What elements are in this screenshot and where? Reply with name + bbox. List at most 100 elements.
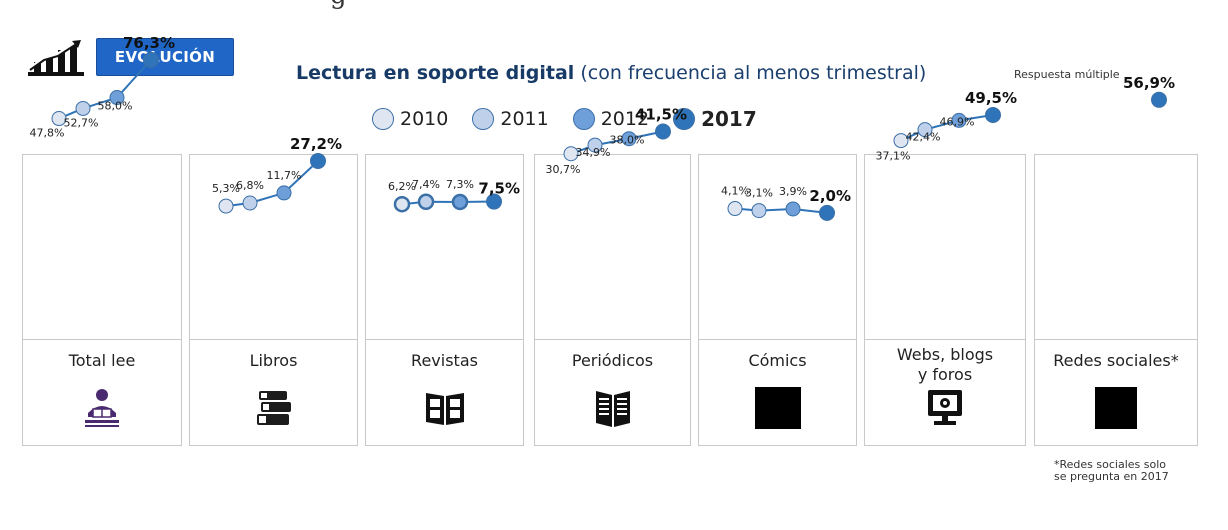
plot-2: 5,3%6,8%11,7% 27,2% <box>212 135 342 214</box>
legend-item-2017: 2017 <box>673 107 757 131</box>
panel-6: 37,1% 42,4% 46,9% 49,5% Webs, blogs y foros <box>864 89 1026 446</box>
series-line <box>401 200 495 206</box>
panel-7: 56,9% Redes sociales* <box>1034 74 1198 446</box>
point-2011 <box>917 122 933 138</box>
multiple-response-note: Respuesta múltiple <box>1014 68 1120 81</box>
comic-icon <box>754 387 801 429</box>
data-label-2010: 5,3% <box>212 182 240 195</box>
category-label: Cómics <box>748 351 807 370</box>
evolution-badge: EVOLUCIÓN <box>96 38 234 76</box>
point-2012 <box>621 131 637 147</box>
point-2012 <box>785 201 801 217</box>
data-label-2017: 49,5% <box>965 89 1017 107</box>
panel-divider <box>699 339 856 340</box>
series-line <box>734 207 828 214</box>
point-2017 <box>310 152 326 169</box>
data-label-2010: 37,1% <box>876 150 911 163</box>
point-2011 <box>242 195 258 211</box>
data-label-2011: 3,1% <box>745 187 773 200</box>
data-label-2012: 58,0% <box>98 100 133 113</box>
legend-swatch-2010 <box>372 108 394 130</box>
data-label-2012: 46,9% <box>940 115 975 128</box>
chart-title: Lectura en soporte digital (con frecuenc… <box>296 62 926 84</box>
category-label: Webs, blogs y foros <box>896 345 994 384</box>
data-label-2017: 41,5% <box>635 106 687 124</box>
data-label-2012: 7,3% <box>446 178 474 191</box>
panel-2: 5,3% 6,8% 11,7% 27,2% Libros <box>189 135 358 446</box>
data-label-2017: 56,9% <box>1123 74 1175 92</box>
category-panels: 47,8% 52,7% 58,0% 76,3% Total lee 5,3% 6,8% 11,… <box>22 34 1198 446</box>
footnote: *Redes sociales solo se pregunta en 2017 <box>1054 458 1169 483</box>
point-2017 <box>143 51 159 68</box>
data-label-2010: 6,2% <box>388 180 416 193</box>
plot-3: 6,2%7,4% 7,3% 7,5% <box>388 178 520 213</box>
data-label-2012: 11,7% <box>267 169 302 182</box>
evolution-chart-icon <box>28 40 84 76</box>
newspaper-icon <box>590 387 636 429</box>
point-2017 <box>655 123 671 140</box>
legend-swatch-2017 <box>673 108 696 130</box>
series-line <box>900 114 994 142</box>
legend-swatch-2012 <box>572 108 595 130</box>
legend-swatch-2011 <box>472 108 495 130</box>
legend-item-2012: 2012 <box>572 108 649 130</box>
data-label-2010: 4,1% <box>721 185 749 198</box>
data-label-2012: 3,9% <box>779 185 807 198</box>
panel-1: 47,8% 52,7% 58,0% 76,3% Total lee <box>22 34 182 446</box>
social-icon <box>1093 387 1139 429</box>
point-2010 <box>393 195 411 213</box>
data-label-2010: 47,8% <box>30 127 65 140</box>
data-label-2017: 2,0% <box>809 187 851 205</box>
panel-5: 4,1% 3,1% 3,9% 2,0% Cómics <box>698 154 857 446</box>
data-label-2011: 6,8% <box>236 179 264 192</box>
panel-divider <box>190 339 357 340</box>
point-2012 <box>951 112 967 128</box>
plot-4: 30,7% 34,9%38,0% 41,5% <box>546 106 687 176</box>
point-2010 <box>51 111 67 127</box>
data-label-2011: 34,9% <box>576 146 611 159</box>
point-2012 <box>451 193 469 211</box>
point-2011 <box>751 203 767 219</box>
legend-item-2011: 2011 <box>472 108 549 130</box>
point-2011 <box>417 193 435 211</box>
reader-icon <box>79 387 125 429</box>
point-2010 <box>893 133 909 149</box>
series-line <box>225 160 319 208</box>
data-label-2017: 7,5% <box>478 180 520 198</box>
point-2010 <box>218 198 234 214</box>
data-label-2010: 30,7% <box>546 163 581 176</box>
chart-title-rest: (con frecuencia al menos trimestral) <box>574 62 927 84</box>
point-2010 <box>727 201 743 217</box>
panel-divider <box>1035 339 1197 340</box>
panel-4: 30,7% 34,9% 38,0% 41,5% Periódicos <box>534 106 691 446</box>
plot-5: 4,1%3,1% 3,9% 2,0% <box>721 185 851 221</box>
panel-3: 6,2% 7,4% 7,3% 7,5% Revistas <box>365 154 524 446</box>
point-2011 <box>75 100 91 116</box>
point-2017 <box>819 204 835 221</box>
legend-item-2010: 2010 <box>372 108 448 130</box>
panel-divider <box>535 339 690 340</box>
category-label: Total lee <box>68 351 136 370</box>
point-2012 <box>109 90 125 106</box>
series-line <box>58 59 152 120</box>
point-2012 <box>276 185 292 201</box>
data-label-2017: 76,3% <box>123 34 175 52</box>
top-cut-text: g <box>330 0 430 12</box>
books-icon <box>251 387 297 429</box>
data-label-2012: 38,0% <box>610 134 645 147</box>
category-label: Redes sociales* <box>1053 351 1179 370</box>
plot-1: 47,8%52,7% 58,0% 76,3% <box>30 34 175 140</box>
plot-6: 37,1% 42,4% 46,9% 49,5% <box>876 89 1017 163</box>
data-label-2011: 52,7% <box>64 116 99 129</box>
category-label: Libros <box>249 351 298 370</box>
legend: 2010 2011 2012 2017 <box>372 106 781 132</box>
magazine-icon <box>422 387 468 429</box>
data-label-2017: 27,2% <box>290 135 342 153</box>
data-label-2011: 7,4% <box>412 178 440 191</box>
series-line <box>570 130 664 155</box>
point-2017 <box>1151 91 1167 108</box>
panel-divider <box>865 339 1025 340</box>
panel-divider <box>23 339 181 340</box>
point-2017 <box>985 107 1001 124</box>
panel-divider <box>366 339 523 340</box>
